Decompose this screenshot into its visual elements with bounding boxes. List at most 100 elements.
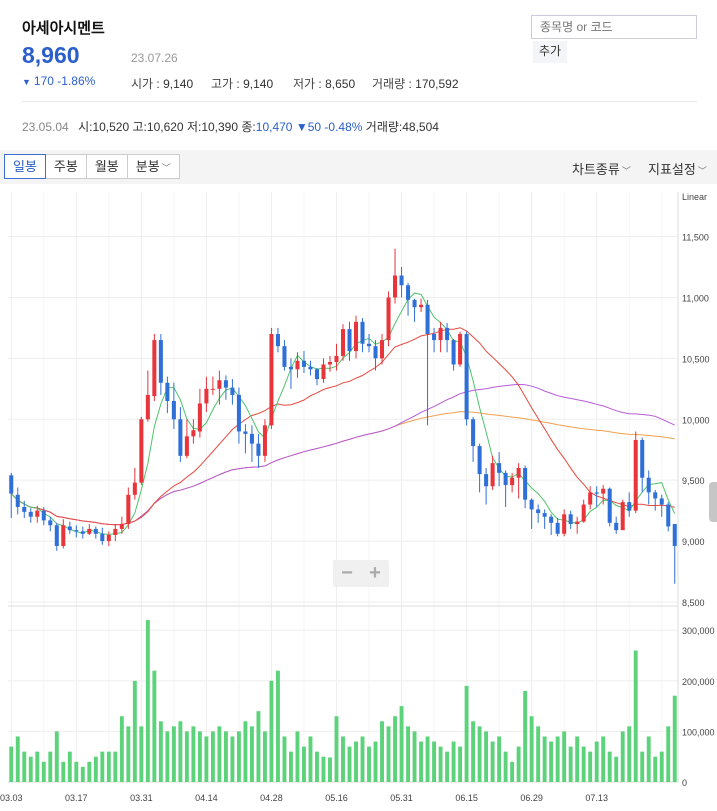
change-value: 170 [33, 74, 54, 88]
hover-change-value: 50 [307, 120, 322, 134]
candle-body [106, 535, 111, 542]
candle-body [184, 436, 189, 456]
volume-bar [269, 680, 274, 782]
volume-bar [139, 726, 144, 782]
volume-bar [581, 746, 586, 782]
stock-search-input[interactable] [531, 15, 697, 39]
volume-bar [438, 746, 443, 782]
indicator-settings-button[interactable]: 지표설정 ﹀ [648, 159, 707, 178]
side-panel-handle[interactable] [709, 482, 717, 522]
candle-body [28, 511, 33, 517]
candle-body [41, 510, 46, 521]
candle-body [61, 525, 66, 546]
volume-bar [354, 741, 358, 782]
volume-bar [386, 726, 391, 782]
volume-bar [516, 746, 521, 782]
hover-low-label: 저 [186, 120, 198, 134]
candle-body [269, 334, 274, 426]
candle-body [100, 533, 105, 542]
volume-info: 거래량 : 170,592 [372, 77, 459, 91]
volume-bar [171, 726, 176, 782]
candle-body [360, 321, 365, 344]
candle-body [646, 477, 651, 493]
candle-body [126, 494, 131, 525]
candle-body [74, 530, 79, 532]
tab-monthly[interactable]: 월봉 [86, 154, 128, 179]
candle-body [340, 329, 346, 356]
volume-bar [659, 751, 664, 782]
candle-body [510, 477, 515, 486]
candle-body [230, 387, 235, 395]
volume-bar [262, 731, 267, 782]
volume-bar [425, 736, 430, 782]
candle-body [412, 299, 417, 308]
candle-body [555, 522, 560, 534]
candle-body [653, 492, 658, 499]
candlesticks [9, 248, 677, 584]
y-tick-label: 10,500 [682, 354, 710, 364]
volume-tick-label: 300,000 [682, 626, 715, 636]
candle-body [275, 334, 280, 347]
candle-body [321, 364, 326, 380]
zoom-out-button[interactable]: − [341, 562, 353, 584]
candle-body [353, 321, 359, 352]
stock-name: 아세아시멘트 [22, 20, 105, 37]
volume-bar [555, 736, 560, 782]
indicator-label: 지표설정 [648, 162, 696, 177]
volume-bar [217, 726, 222, 782]
tab-weekly[interactable]: 주봉 [45, 154, 87, 179]
zoom-in-button[interactable]: + [369, 562, 381, 584]
candle-body [256, 443, 261, 456]
volume-bar [399, 706, 404, 782]
candle-body [529, 499, 534, 510]
candle-body [406, 285, 411, 300]
volume-bar [393, 716, 397, 782]
volume-bar [406, 726, 410, 782]
stock-chart[interactable]: Linear 8,500 9,000 9,500 10,000 10,500 11,000… [0, 184, 717, 811]
candle-body [419, 304, 424, 308]
open-price: 시가 : 9,140 [131, 77, 194, 91]
candle-body [197, 403, 202, 432]
candle-body [113, 528, 118, 535]
candle-body [490, 463, 495, 487]
volume-bar [158, 721, 163, 782]
candle-body [503, 472, 508, 486]
hover-down-arrow-icon: ▼ [295, 120, 308, 134]
tab-daily[interactable]: 일봉 [4, 154, 46, 179]
x-tick-label: 03.31 [130, 793, 153, 803]
price-date: 23.07.26 [131, 51, 178, 65]
down-arrow-icon: ▼ [22, 77, 31, 87]
candle-body [262, 425, 267, 456]
candle-body [601, 488, 606, 494]
candle-body [451, 340, 456, 365]
hover-ohlc-info: 23.05.04 시:10,520 고:10,620 저:10,390 종:10… [22, 120, 439, 134]
hover-low: 10,390 [201, 120, 239, 134]
candle-body [93, 528, 98, 534]
volume-bar [347, 746, 352, 782]
y-tick-label: 10,000 [682, 415, 710, 425]
chart-type-button[interactable]: 차트종류 ﹀ [572, 159, 631, 178]
volume-bar [341, 736, 345, 782]
volume-bar [282, 736, 287, 782]
volume-bar [145, 620, 150, 782]
volume-bar [204, 736, 209, 782]
candle-body [347, 329, 352, 352]
candle-body [334, 355, 339, 363]
candle-body [445, 327, 450, 341]
add-button[interactable]: 추가 [533, 41, 567, 63]
candle-body [139, 419, 144, 483]
high-price: 고가 : 9,140 [211, 77, 274, 91]
tab-minute[interactable]: 분봉 ﹀ [127, 154, 180, 179]
volume-bar [536, 726, 541, 782]
axes: Linear 8,500 9,000 9,500 10,000 10,500 11,000… [0, 192, 715, 803]
volume-bar [126, 726, 131, 782]
scale-label: Linear [682, 192, 707, 202]
volume-bar [178, 721, 183, 782]
candle-body [432, 334, 437, 341]
volume-bar [315, 751, 319, 782]
candle-body [672, 524, 677, 546]
volume-bar [497, 736, 502, 782]
candle-body [607, 488, 612, 523]
candle-body [204, 388, 209, 404]
candle-body [614, 522, 619, 531]
